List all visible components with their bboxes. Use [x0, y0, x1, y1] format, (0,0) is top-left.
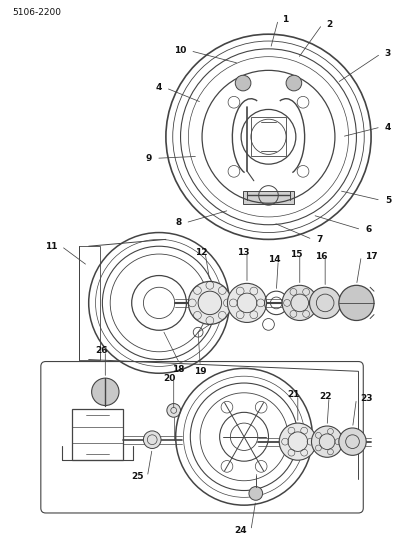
Circle shape	[167, 403, 181, 417]
Text: 1: 1	[282, 15, 288, 24]
Text: 7: 7	[316, 235, 323, 244]
Text: 9: 9	[146, 154, 152, 163]
Circle shape	[249, 487, 263, 500]
Circle shape	[188, 281, 231, 325]
Circle shape	[92, 378, 119, 406]
Text: 21: 21	[288, 390, 300, 399]
Circle shape	[282, 285, 317, 320]
Text: 2: 2	[326, 20, 333, 29]
Circle shape	[235, 75, 251, 91]
Text: 16: 16	[315, 252, 328, 261]
Circle shape	[279, 423, 316, 460]
Circle shape	[339, 285, 374, 320]
Text: 8: 8	[175, 219, 182, 227]
Text: 25: 25	[131, 472, 144, 481]
Text: 19: 19	[194, 367, 206, 376]
Bar	[72, 409, 123, 460]
Circle shape	[311, 426, 343, 457]
Bar	[79, 246, 100, 360]
Text: 14: 14	[268, 255, 281, 264]
Text: 26: 26	[95, 346, 108, 356]
Circle shape	[227, 284, 266, 322]
Circle shape	[144, 431, 161, 448]
Circle shape	[339, 428, 366, 455]
Text: 12: 12	[195, 248, 207, 256]
Text: 22: 22	[319, 392, 331, 401]
Bar	[251, 117, 286, 156]
Text: 4: 4	[155, 84, 162, 92]
Text: 10: 10	[174, 46, 186, 55]
Text: 5106-2200: 5106-2200	[13, 8, 62, 17]
Text: 6: 6	[365, 225, 371, 234]
Circle shape	[286, 75, 302, 91]
Text: 4: 4	[385, 123, 391, 132]
Text: 15: 15	[290, 249, 302, 259]
Text: 3: 3	[385, 49, 391, 58]
Text: 17: 17	[365, 252, 378, 261]
Text: 20: 20	[164, 374, 176, 383]
Text: 5: 5	[385, 196, 391, 205]
Circle shape	[310, 287, 341, 319]
Text: 13: 13	[237, 248, 249, 256]
FancyBboxPatch shape	[243, 190, 294, 204]
Text: 11: 11	[45, 242, 58, 251]
Text: 23: 23	[360, 394, 373, 403]
Text: 18: 18	[172, 365, 185, 374]
Text: 24: 24	[234, 526, 247, 533]
